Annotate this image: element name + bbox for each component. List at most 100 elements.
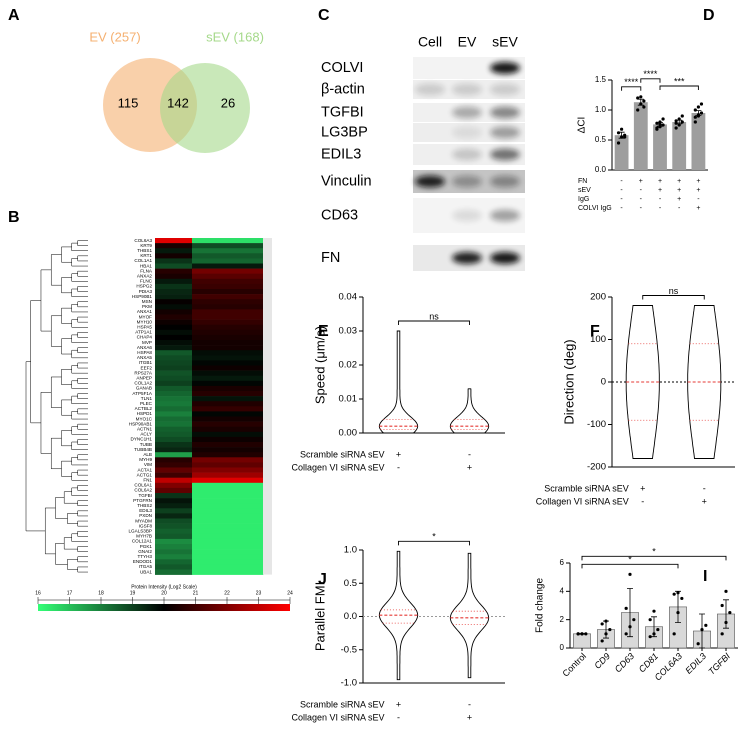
data-point — [661, 117, 665, 121]
condition-label: Scramble siRNA sEV — [544, 483, 629, 493]
condition-sign: - — [620, 178, 623, 185]
dendrogram-branch — [77, 270, 88, 277]
y-tick-label: 0.04 — [339, 292, 358, 303]
data-point — [576, 632, 580, 636]
heatmap-cell — [155, 487, 193, 494]
row-label: MYOF — [139, 314, 152, 319]
row-label: ANXA2 — [137, 273, 153, 278]
dendrogram-branch — [71, 472, 88, 481]
row-label: IGSF8 — [139, 523, 153, 528]
lane-label: EV — [458, 34, 477, 50]
panel-letter: I — [703, 568, 707, 585]
heatmap-cell — [192, 477, 264, 484]
dendrogram-branch — [50, 254, 62, 286]
dendrogram-branch — [63, 491, 78, 504]
condition-sign: + — [467, 712, 472, 722]
heatmap-cell — [192, 436, 264, 443]
violin-body — [449, 552, 490, 679]
bar — [653, 124, 667, 170]
heatmap-cell — [155, 334, 193, 341]
y-tick-label: 1.0 — [595, 105, 607, 114]
dendrogram-branch — [61, 399, 72, 416]
heatmap-cell — [155, 457, 193, 463]
colorbar-title: Protein Intensity (Log2 Scale) — [131, 584, 197, 590]
heatmap-cell — [155, 370, 193, 376]
row-label: TLN1 — [141, 396, 153, 401]
condition-sign: + — [658, 187, 662, 194]
row-label: KRT1 — [140, 253, 152, 258]
heatmap-cell — [155, 431, 193, 438]
y-axis-label: Speed (μm/s) — [312, 326, 327, 404]
heatmap-cell — [155, 508, 193, 514]
heatmap-cell — [192, 355, 264, 361]
dendrogram-branch — [77, 500, 88, 506]
condition-sign: + — [696, 187, 700, 194]
data-point — [636, 96, 640, 100]
heatmap-cell — [155, 498, 193, 504]
heatmap-cell — [155, 340, 193, 346]
significance-label: *** — [674, 76, 685, 86]
significance-bracket — [581, 555, 727, 561]
blot-band — [415, 83, 445, 96]
row-label: EDIL3 — [139, 508, 152, 513]
heatmap-cell — [155, 564, 193, 570]
row-label: UBA1 — [140, 569, 152, 574]
y-axis-label: Direction (deg) — [561, 339, 576, 424]
heatmap-cell — [192, 350, 264, 356]
row-label: ACTBL2 — [135, 406, 153, 411]
row-label: COL12A1 — [132, 539, 153, 544]
heatmap-cell — [155, 416, 193, 422]
heatmap-cell — [192, 493, 264, 499]
blot-band — [490, 252, 520, 264]
heatmap-cell — [155, 360, 193, 366]
dendrogram-branch — [77, 556, 88, 563]
dendrogram-branch — [71, 395, 88, 404]
data-point — [628, 572, 632, 576]
heatmap-cell — [192, 324, 264, 331]
blot-band — [490, 83, 520, 96]
row-label: CHAP4 — [137, 335, 153, 340]
condition-sign: + — [639, 178, 643, 185]
protein-label: LG3BP — [321, 124, 368, 140]
row-label: TUBB — [140, 442, 152, 447]
row-label: TGFBI — [138, 493, 152, 498]
heatmap-cell — [155, 238, 193, 244]
row-label: ATP1A1 — [135, 330, 152, 335]
row-label: EEF2 — [141, 365, 153, 370]
heatmap-cell — [192, 564, 264, 570]
data-point — [600, 622, 604, 626]
data-point — [656, 627, 660, 632]
heatmap-cell — [192, 569, 264, 575]
data-point — [658, 120, 662, 124]
heatmap-cell — [192, 365, 264, 371]
row-label: PKM — [142, 304, 152, 309]
colorbar-tick-label: 18 — [98, 590, 104, 596]
row-label: PTGFRN — [133, 498, 152, 503]
colorbar-tick-label: 23 — [256, 590, 262, 596]
colorbar — [38, 604, 290, 611]
heatmap-margin — [263, 238, 272, 575]
dendrogram-branch — [55, 543, 68, 565]
heatmap-cell — [192, 314, 264, 320]
condition-sign: - — [640, 196, 643, 203]
data-point — [642, 105, 646, 109]
data-point — [674, 119, 678, 123]
data-point — [661, 123, 665, 127]
row-label: COL1A2 — [134, 381, 152, 386]
heatmap-cell — [192, 518, 264, 524]
y-axis-label: Fold change — [535, 578, 546, 633]
heatmap-cell — [192, 498, 264, 504]
condition-sign: - — [678, 205, 681, 212]
heatmap-cell — [155, 533, 193, 540]
heatmap-cell — [192, 559, 264, 565]
heatmap-cell — [155, 380, 193, 387]
dendrogram-branch — [61, 430, 72, 447]
heatmap-cell — [192, 549, 264, 555]
heatmap-cell — [192, 452, 264, 458]
dendrogram-branch — [40, 392, 52, 454]
data-point — [655, 126, 659, 130]
heatmap-cell — [192, 406, 264, 412]
heatmap-cell — [192, 294, 264, 300]
heatmap-cell — [155, 391, 193, 397]
dendrogram-branch — [77, 378, 88, 384]
